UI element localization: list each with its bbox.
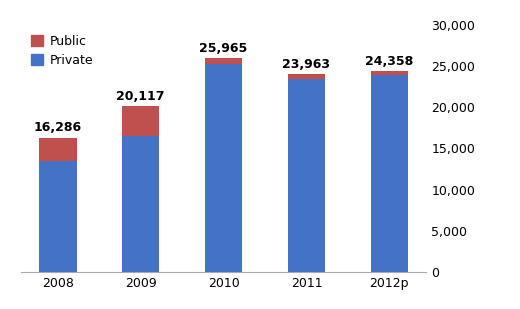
- Bar: [205, 64, 242, 272]
- Text: 16,286: 16,286: [34, 121, 82, 134]
- Legend: Public, Private: Public, Private: [27, 31, 97, 71]
- Bar: [371, 71, 408, 75]
- Bar: [39, 161, 76, 272]
- Bar: [205, 58, 242, 64]
- Bar: [122, 106, 160, 136]
- Bar: [288, 74, 325, 79]
- Bar: [122, 136, 160, 272]
- Bar: [371, 75, 408, 272]
- Text: 20,117: 20,117: [116, 90, 165, 103]
- Text: 25,965: 25,965: [200, 42, 248, 55]
- Bar: [288, 79, 325, 272]
- Text: 24,358: 24,358: [365, 55, 413, 68]
- Text: 23,963: 23,963: [282, 58, 331, 71]
- Bar: [39, 138, 76, 161]
